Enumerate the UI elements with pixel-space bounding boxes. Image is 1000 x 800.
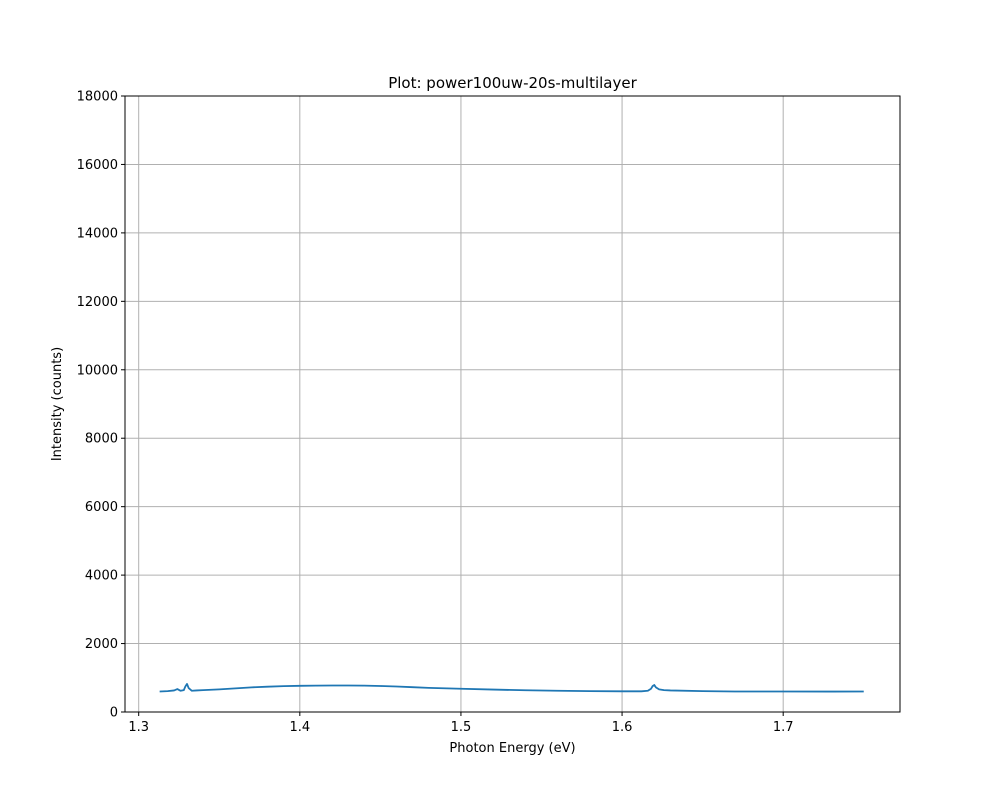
x-tick-label: 1.6 xyxy=(612,720,633,735)
y-axis-label: Intensity (counts) xyxy=(50,347,65,461)
x-axis: 1.3 1.4 1.5 1.6 1.7 xyxy=(128,712,794,735)
y-tick-label: 6000 xyxy=(85,500,118,515)
x-tick-label: 1.7 xyxy=(773,720,794,735)
y-tick-label: 4000 xyxy=(85,569,118,584)
chart-title: Plot: power100uw-20s-multilayer xyxy=(388,74,637,92)
y-tick-label: 16000 xyxy=(77,158,118,173)
y-tick-label: 12000 xyxy=(77,295,118,310)
y-tick-label: 2000 xyxy=(85,637,118,652)
y-axis: 0 2000 4000 6000 8000 10000 12000 14000 16000 180… xyxy=(77,90,125,721)
plot-frame xyxy=(124,95,901,713)
y-tick-label: 14000 xyxy=(77,226,118,241)
y-tick-label: 8000 xyxy=(85,432,118,447)
x-axis-label: Photon Energy (eV) xyxy=(449,741,575,756)
y-tick-label: 18000 xyxy=(77,90,118,105)
y-tick-label: 0 xyxy=(110,706,118,721)
x-tick-label: 1.4 xyxy=(289,720,310,735)
series-layer xyxy=(159,683,864,693)
y-tick-label: 10000 xyxy=(77,363,118,378)
x-tick-label: 1.5 xyxy=(451,720,472,735)
series-line xyxy=(159,683,864,693)
x-tick-label: 1.3 xyxy=(128,720,149,735)
